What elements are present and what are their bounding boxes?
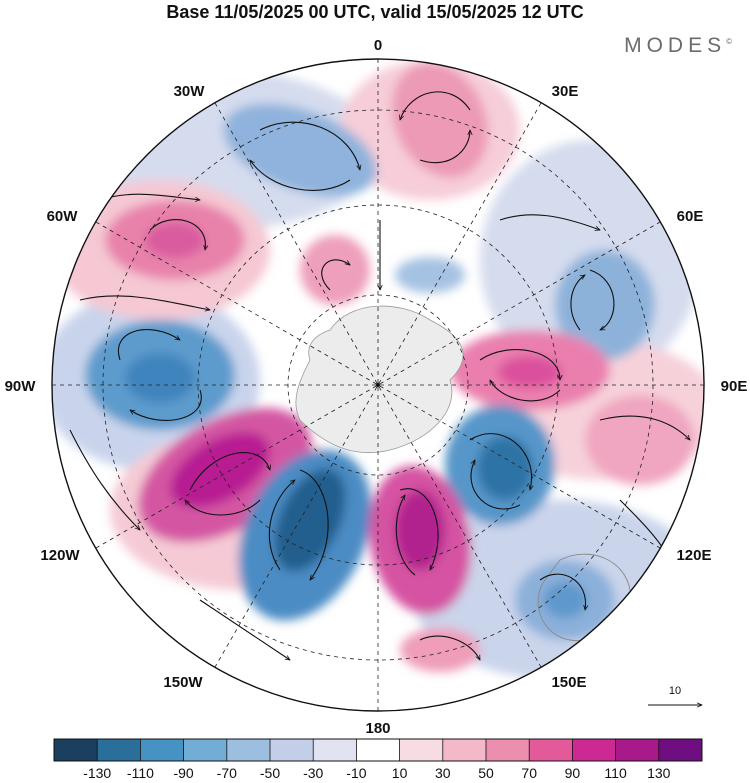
- lon-label-30w: 30W: [174, 83, 206, 100]
- colorbar-swatch: [140, 739, 185, 761]
- colorbar-tick-label: 50: [478, 765, 494, 781]
- lon-label-180: 180: [365, 720, 390, 737]
- streamline: [79, 295, 210, 310]
- streamline: [130, 389, 202, 421]
- lon-label-150w: 150W: [163, 674, 203, 691]
- colorbar-tick-label: 90: [565, 765, 581, 781]
- colorbar-swatch: [356, 739, 401, 761]
- streamline: [321, 259, 350, 291]
- map-title: Base 11/05/2025 00 UTC, valid 15/05/2025…: [166, 2, 584, 22]
- antarctica-landmass: [295, 305, 464, 454]
- lon-label-120w: 120W: [40, 547, 80, 564]
- streamline: [69, 429, 140, 530]
- colorbar-swatch: [226, 739, 271, 761]
- lon-label-90w: 90W: [5, 378, 37, 395]
- streamline: [399, 488, 439, 570]
- colorbar-swatch: [572, 739, 617, 761]
- colorbar-swatch: [486, 739, 530, 761]
- wind-reference: 10: [648, 685, 702, 705]
- colorbar-swatch: [54, 739, 98, 761]
- streamline: [199, 599, 290, 660]
- brand-name: MODES: [624, 34, 727, 57]
- colorbar-swatch: [97, 739, 141, 761]
- streamline: [268, 480, 295, 571]
- colorbar-tick-label: -110: [127, 765, 154, 781]
- anomaly-core-blue-110e: [477, 436, 533, 500]
- lon-label-120e: 120E: [676, 547, 711, 564]
- lon-label-60e: 60E: [677, 208, 704, 225]
- streamline: [589, 269, 615, 331]
- longitude-labels: 0 30E 60E 90E 120E 150E 180 150W 120W 90…: [5, 37, 748, 737]
- streamline: [499, 214, 600, 230]
- wind-reference-label: 10: [669, 685, 681, 697]
- anomaly-pink-165e: [400, 628, 480, 672]
- anomaly-core-magenta-170e: [395, 490, 445, 570]
- colorbar-swatch: [270, 739, 314, 761]
- map-boundary: [51, 58, 705, 712]
- map-disc: [52, 59, 704, 711]
- anomaly-core-pink-60w: [145, 222, 205, 258]
- colorbar-tick-label: -30: [303, 765, 323, 781]
- streamline: [250, 160, 351, 191]
- colorbar-tick-label: -70: [217, 765, 237, 781]
- colorbar-swatch: [313, 739, 357, 761]
- anomaly-core-blue-140w: [274, 468, 346, 572]
- streamline: [419, 635, 481, 660]
- streamline: [189, 452, 270, 491]
- colorbar: -130 -110 -90 -70 -50 -30 -10 10 30 50 70 90 110 130: [53, 738, 703, 781]
- streamline: [259, 121, 360, 170]
- streamline: [400, 91, 471, 120]
- streamline: [570, 275, 585, 331]
- lon-label-150e: 150E: [551, 674, 586, 691]
- south-pole-marker: [376, 383, 380, 387]
- colorbar-frame: [53, 738, 703, 762]
- streamline: [419, 130, 470, 164]
- streamline: [539, 573, 586, 610]
- streamline: [117, 329, 180, 361]
- lon-label-60w: 60W: [47, 208, 79, 225]
- lon-label-30e: 30E: [552, 83, 579, 100]
- streamline: [479, 349, 560, 380]
- colorbar-tick-label: 130: [647, 765, 671, 781]
- streamline: [299, 469, 329, 580]
- colorbar-swatch: [442, 739, 487, 761]
- streamline: [469, 433, 532, 490]
- anomaly-blue-20e: [395, 257, 465, 293]
- colorbar-tick-label: 10: [392, 765, 408, 781]
- lon-label-0: 0: [374, 37, 382, 54]
- streamline: [395, 495, 416, 576]
- colorbar-tick-label: 110: [604, 765, 627, 781]
- streamline: [489, 380, 561, 402]
- anomaly-pink-45w: [300, 235, 370, 305]
- colorbar-swatch: [615, 739, 660, 761]
- colorbar-tick-label: -50: [260, 765, 280, 781]
- colorbar-swatch: [183, 739, 228, 761]
- colorbar-tick-label: -130: [83, 765, 111, 781]
- colorbar-tick-label: 30: [435, 765, 451, 781]
- graticule: [52, 59, 704, 711]
- anomaly-core-magenta-120w: [170, 432, 270, 508]
- anomaly-core-blue-140e: [543, 582, 587, 618]
- streamline: [149, 219, 205, 250]
- anomaly-pink-105e: [585, 395, 695, 485]
- streamline: [599, 415, 690, 440]
- colorbar-tick-label: -90: [173, 765, 193, 781]
- colorbar-tick-label: -10: [346, 765, 366, 781]
- anomaly-core-pink-90e: [498, 356, 562, 388]
- anomaly-core-blue-90w: [125, 353, 195, 403]
- colorbar-tick-label: 70: [521, 765, 537, 781]
- colorbar-swatch: [658, 739, 703, 761]
- colorbar-swatch: [529, 739, 573, 761]
- brand-copyright-mark: ©: [726, 37, 732, 46]
- streamline: [185, 500, 261, 516]
- anomaly-shading: [52, 60, 704, 680]
- colorbar-swatch: [399, 739, 444, 761]
- streamline: [470, 460, 521, 510]
- lon-label-90e: 90E: [721, 378, 748, 395]
- brand-logo: MODES©: [624, 34, 732, 58]
